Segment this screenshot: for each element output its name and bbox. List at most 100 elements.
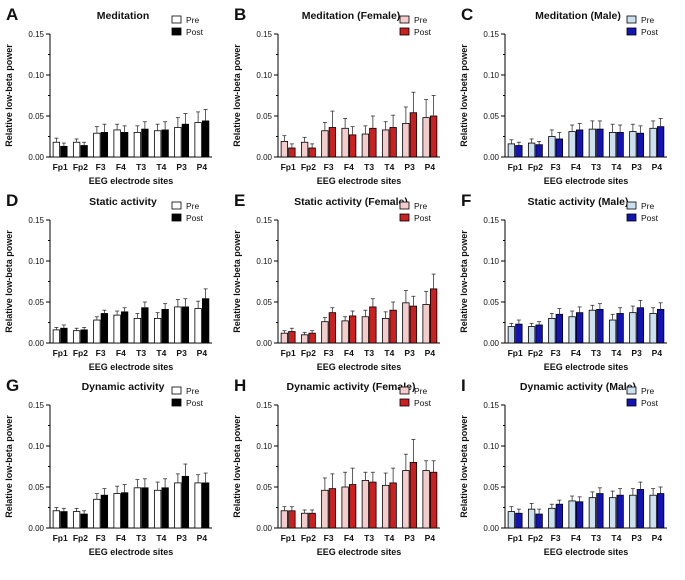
bar-pre bbox=[113, 314, 121, 344]
x-tick-label: F3 bbox=[324, 162, 334, 172]
x-tick-label: F3 bbox=[551, 533, 561, 543]
bar-pre bbox=[588, 128, 597, 158]
legend-swatch-post bbox=[399, 213, 410, 222]
x-tick-label: F4 bbox=[571, 162, 581, 172]
x-tick-label: T3 bbox=[591, 348, 601, 358]
legend-swatch-post bbox=[626, 398, 637, 407]
legend-swatch-pre bbox=[626, 15, 637, 24]
x-tick-label: Fp1 bbox=[508, 162, 523, 172]
bar-post bbox=[535, 324, 543, 344]
y-tick-label: 0.00 bbox=[256, 339, 272, 348]
panel-i: I Dynamic activity (Male) 0.00 0.05 0.10 0.15… bbox=[459, 376, 667, 557]
panel-letter: E bbox=[234, 191, 245, 210]
x-tick-label: F4 bbox=[344, 533, 354, 543]
bar-post bbox=[80, 329, 88, 344]
bar-pre bbox=[321, 130, 329, 158]
legend-label-pre: Pre bbox=[186, 386, 200, 396]
x-tick-label: Fp2 bbox=[301, 162, 316, 172]
panel-title: Dynamic activity (Female) bbox=[287, 381, 416, 393]
panel-c: C Meditation (Male) 0.00 0.05 0.10 0.15 Relati… bbox=[459, 5, 667, 186]
bar-post bbox=[201, 298, 210, 344]
legend-label-pre: Pre bbox=[641, 15, 655, 25]
x-tick-label: Fp1 bbox=[53, 348, 68, 358]
y-tick-label: 0.15 bbox=[483, 216, 499, 225]
panel-b: B Meditation (Female) 0.00 0.05 0.10 0.15 Rela… bbox=[232, 5, 440, 186]
x-tick-label: P4 bbox=[652, 162, 663, 172]
bar-pre bbox=[133, 131, 142, 158]
bar-pre bbox=[133, 487, 142, 529]
y-tick-label: 0.15 bbox=[256, 401, 272, 410]
bar-pre bbox=[93, 498, 101, 529]
x-tick-label: P4 bbox=[425, 533, 436, 543]
x-tick-label: Fp2 bbox=[528, 533, 543, 543]
x-tick-label: T4 bbox=[156, 162, 166, 172]
bar-post bbox=[616, 313, 624, 344]
x-axis-label: EEG electrode sites bbox=[89, 176, 174, 186]
x-tick-label: F3 bbox=[551, 162, 561, 172]
bar-pre bbox=[608, 497, 617, 529]
bar-pre bbox=[381, 129, 390, 158]
y-tick-label: 0.15 bbox=[28, 216, 44, 225]
bar-post bbox=[161, 129, 169, 158]
bar-post bbox=[409, 305, 418, 344]
bar-post bbox=[515, 512, 523, 529]
y-tick-label: 0.10 bbox=[483, 257, 499, 266]
x-axis-label: EEG electrode sites bbox=[544, 362, 629, 372]
legend-swatch-pre bbox=[399, 201, 410, 210]
bar-pre bbox=[321, 321, 329, 344]
legend-label-post: Post bbox=[414, 27, 432, 37]
y-tick-label: 0.00 bbox=[256, 153, 272, 162]
bar-post bbox=[656, 126, 665, 158]
panel-title: Meditation (Male) bbox=[535, 10, 621, 22]
bar-post bbox=[555, 313, 564, 344]
x-tick-label: Fp2 bbox=[73, 533, 88, 543]
x-tick-label: P4 bbox=[197, 162, 208, 172]
x-axis-label: EEG electrode sites bbox=[317, 176, 402, 186]
legend-label-post: Post bbox=[186, 398, 204, 408]
bar-pre bbox=[341, 127, 349, 158]
bar-pre bbox=[649, 127, 657, 158]
x-tick-label: T4 bbox=[611, 348, 621, 358]
x-axis-label: EEG electrode sites bbox=[544, 176, 629, 186]
y-tick-label: 0.00 bbox=[256, 524, 272, 533]
bar-post bbox=[555, 138, 564, 158]
panel-e: E Static activity (Female) 0.00 0.05 0.10 0.1… bbox=[232, 191, 440, 372]
legend-swatch-pre bbox=[399, 15, 410, 24]
y-tick-label: 0.15 bbox=[483, 30, 499, 39]
x-tick-label: Fp2 bbox=[528, 348, 543, 358]
y-tick-label: 0.10 bbox=[28, 257, 44, 266]
x-tick-label: P4 bbox=[197, 533, 208, 543]
legend-swatch-pre bbox=[399, 386, 410, 395]
bar-pre bbox=[527, 326, 536, 344]
x-tick-label: T4 bbox=[156, 348, 166, 358]
x-tick-label: F3 bbox=[324, 348, 334, 358]
bar-pre bbox=[72, 511, 81, 529]
y-tick-label: 0.10 bbox=[483, 442, 499, 451]
x-tick-label: Fp1 bbox=[53, 533, 68, 543]
bar-post bbox=[409, 461, 418, 529]
x-tick-label: Fp1 bbox=[281, 533, 296, 543]
x-tick-label: F3 bbox=[551, 348, 561, 358]
bar-post bbox=[181, 306, 190, 344]
x-tick-label: Fp2 bbox=[73, 162, 88, 172]
x-tick-label: Fp1 bbox=[508, 348, 523, 358]
legend-swatch-pre bbox=[171, 201, 182, 210]
bar-post bbox=[429, 115, 438, 158]
y-tick-label: 0.05 bbox=[256, 112, 272, 121]
y-tick-label: 0.15 bbox=[28, 401, 44, 410]
panel-h: H Dynamic activity (Female) 0.00 0.05 0.10 0.… bbox=[232, 376, 440, 557]
bar-post bbox=[181, 123, 190, 158]
y-tick-label: 0.00 bbox=[28, 339, 44, 348]
bar-post bbox=[369, 127, 377, 158]
panel-d: D Static activity 0.00 0.05 0.10 0.15 Relative… bbox=[4, 191, 212, 372]
legend-label-post: Post bbox=[641, 27, 659, 37]
bar-post bbox=[575, 501, 584, 529]
y-axis-label: Relative low-beta power bbox=[4, 44, 14, 147]
bar-pre bbox=[649, 494, 657, 529]
y-tick-label: 0.15 bbox=[28, 30, 44, 39]
panel-letter: D bbox=[6, 191, 18, 210]
bar-post bbox=[369, 481, 377, 529]
bar-pre bbox=[507, 143, 516, 158]
x-tick-label: P3 bbox=[404, 162, 415, 172]
